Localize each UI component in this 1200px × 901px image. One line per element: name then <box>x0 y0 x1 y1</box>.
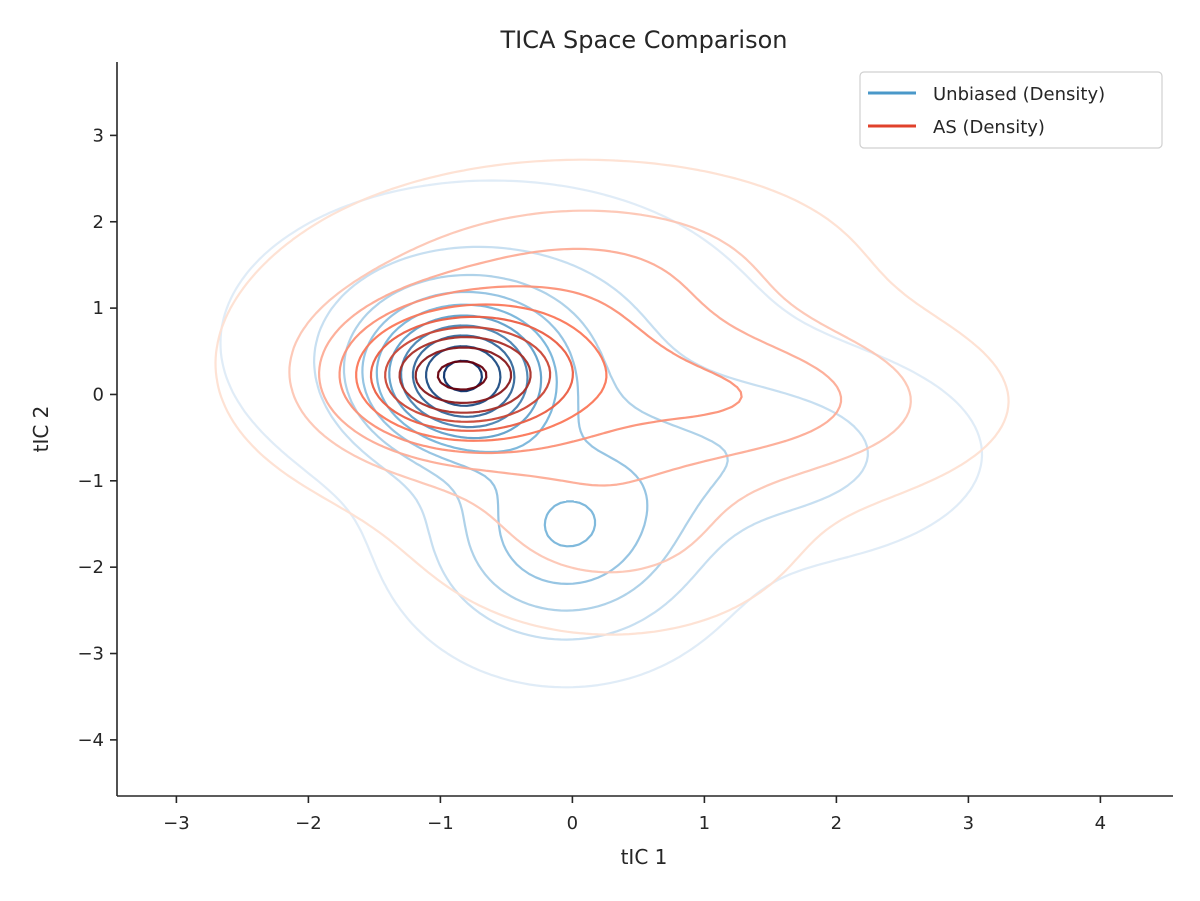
contour-level-1-4 <box>338 285 743 455</box>
contour-level-0-1 <box>219 179 984 689</box>
legend-label-unbiased: Unbiased (Density) <box>933 84 1105 105</box>
y-tick-label: −1 <box>77 471 104 492</box>
y-tick-label: 1 <box>93 298 104 319</box>
x-tick-label: 1 <box>699 813 710 834</box>
contour-level-1-6 <box>369 315 574 432</box>
contour-level-1-2 <box>288 209 912 574</box>
x-ticks: −3 −2 −1 0 1 2 3 4 <box>163 796 1106 834</box>
contour-layer <box>214 158 1010 689</box>
contour-level-1-9 <box>414 346 513 404</box>
y-tick-label: −4 <box>77 730 104 751</box>
y-ticks: −4 −3 −2 −1 0 1 2 3 <box>77 125 117 751</box>
x-tick-label: 2 <box>831 813 842 834</box>
x-tick-label: 4 <box>1095 813 1106 834</box>
contour-level-1-8 <box>398 336 532 414</box>
x-tick-label: 3 <box>963 813 974 834</box>
contour-level-1-7 <box>384 326 552 423</box>
contour-level-1-1 <box>214 158 1010 636</box>
contour-level-0-6 <box>388 314 543 440</box>
legend-frame <box>859 71 1163 149</box>
contour-level-0-3 <box>342 273 729 612</box>
contour-level-1-5 <box>355 303 608 442</box>
x-tick-label: 0 <box>567 813 578 834</box>
x-tick-label: −1 <box>427 813 454 834</box>
contour-level-1-10 <box>436 360 488 391</box>
y-tick-label: 2 <box>93 212 104 233</box>
y-tick-label: 0 <box>93 384 104 405</box>
contour-level-1-3 <box>318 247 843 487</box>
y-tick-label: 3 <box>93 125 104 146</box>
x-axis-label: tIC 1 <box>621 845 668 869</box>
y-tick-label: −3 <box>77 644 104 665</box>
x-tick-label: −2 <box>295 813 322 834</box>
legend: Unbiased (Density) AS (Density) <box>859 71 1163 149</box>
y-axis-label: tIC 2 <box>29 406 53 453</box>
legend-label-as: AS (Density) <box>933 117 1045 138</box>
contour-series-1 <box>214 158 1010 636</box>
chart-title: TICA Space Comparison <box>499 26 787 54</box>
y-tick-label: −2 <box>77 557 104 578</box>
x-tick-label: −3 <box>163 813 190 834</box>
